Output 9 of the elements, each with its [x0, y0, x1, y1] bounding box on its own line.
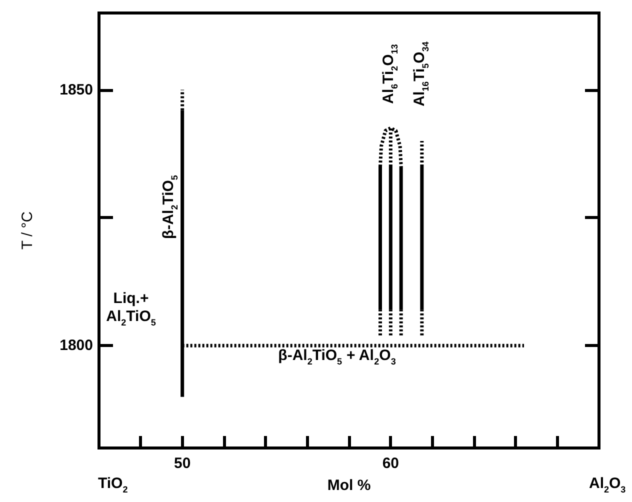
x-tick-label: 60 [382, 455, 400, 472]
y-tick-label: 1800 [60, 337, 93, 354]
y-tick-label: 1850 [60, 81, 93, 98]
x-axis-title: Mol % [327, 477, 371, 494]
x-tick-label: 50 [174, 455, 191, 472]
annotation: β-Al2TiO5 [160, 175, 180, 239]
annotation: Al16Ti5O34 [411, 42, 430, 106]
y-axis-title: T / °C [19, 211, 36, 250]
annotation: Al6Ti2O13 [380, 44, 400, 104]
